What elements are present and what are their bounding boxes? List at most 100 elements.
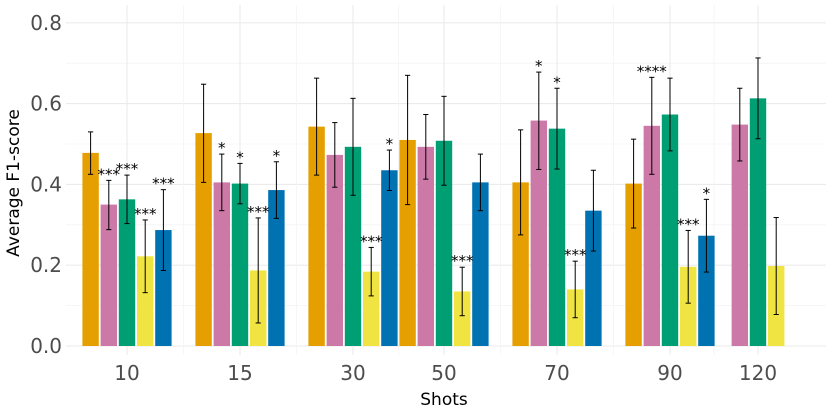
y-tick-label: 0.2	[30, 253, 62, 277]
x-tick-label: 120	[739, 361, 777, 385]
error-bar-70-s2	[536, 71, 542, 170]
bar-70-s2	[530, 120, 547, 346]
error-bars	[88, 57, 779, 324]
error-bar-70-s5	[590, 169, 596, 252]
significance-label: *	[236, 148, 244, 166]
significance-label: ***	[152, 175, 175, 193]
x-axis-ticks: 10 15 30 50 70 90 120	[114, 361, 777, 385]
significance-label: ***	[451, 252, 474, 270]
significance-label: *	[218, 139, 226, 157]
bar-50-s3	[435, 140, 453, 346]
y-tick-label: 0.0	[30, 334, 62, 358]
bar-70-s3	[548, 128, 566, 346]
error-bar-50-s4	[459, 266, 465, 317]
error-bar-30-s5	[386, 149, 392, 191]
error-bar-70-s3	[554, 87, 560, 170]
bar-10-s5	[155, 230, 172, 346]
bar-10-s4	[137, 256, 154, 346]
error-bar-50-s1	[405, 74, 411, 206]
significance-label: *	[553, 73, 561, 91]
significance-labels: **************************************	[98, 57, 711, 270]
error-bar-10-s4	[142, 219, 148, 294]
significance-label: ***	[677, 215, 700, 233]
error-bar-50-s3	[441, 95, 447, 186]
significance-label: *	[273, 147, 281, 165]
x-tick-label: 30	[340, 361, 365, 385]
y-tick-label: 0.4	[30, 172, 62, 196]
error-bar-90-s2	[649, 76, 655, 175]
error-bar-70-s1	[518, 129, 524, 236]
y-axis-title: Average F1-score	[4, 109, 24, 257]
error-bar-10-s2	[106, 179, 112, 231]
error-bar-120-s4	[773, 217, 779, 315]
bar-10-s1	[82, 152, 99, 346]
error-bar-90-s4	[685, 229, 691, 304]
error-bar-120-s2	[737, 87, 743, 162]
error-bar-15-s2	[219, 153, 225, 212]
bar-90-s5	[698, 235, 715, 346]
significance-label: *	[386, 135, 394, 153]
significance-label: ***	[116, 160, 139, 178]
error-bar-30-s2	[332, 122, 338, 188]
bar-90-s3	[661, 114, 679, 346]
significance-label: ***	[564, 246, 587, 264]
bar-15-s2	[213, 182, 230, 346]
bar-30-s3	[344, 146, 362, 346]
bar-30-s1	[308, 126, 325, 346]
error-bar-30-s4	[368, 246, 374, 297]
error-bar-15-s3	[237, 162, 243, 205]
x-tick-label: 90	[657, 361, 682, 385]
bar-70-s1	[512, 182, 529, 346]
error-bar-30-s1	[314, 77, 320, 176]
error-bar-15-s1	[201, 83, 207, 183]
x-tick-label: 70	[544, 361, 569, 385]
error-bar-15-s5	[273, 161, 279, 219]
bar-10-s3	[118, 199, 136, 346]
bar-90-s1	[625, 183, 642, 346]
y-tick-label: 0.8	[30, 11, 62, 35]
significance-label: ***	[247, 203, 270, 221]
y-axis-ticks: 0.0 0.2 0.4 0.6 0.8	[30, 11, 62, 358]
bar-50-s4	[454, 291, 471, 346]
bar-90-s2	[643, 125, 660, 346]
x-tick-label: 10	[114, 361, 139, 385]
bar-15-s1	[195, 133, 212, 346]
error-bar-90-s3	[667, 77, 673, 152]
bar-120-s2	[731, 124, 748, 346]
error-bar-120-s3	[755, 57, 761, 140]
error-bar-30-s3	[350, 97, 356, 196]
bars	[82, 98, 785, 346]
error-bar-50-s2	[423, 114, 429, 180]
error-bar-10-s5	[160, 189, 166, 271]
significance-label: ****	[637, 62, 668, 80]
significance-label: *	[535, 57, 543, 75]
error-bar-10-s3	[124, 174, 130, 225]
y-tick-label: 0.6	[30, 92, 62, 116]
bar-120-s3	[749, 98, 767, 346]
bar-10-s2	[100, 204, 117, 346]
bar-15-s3	[231, 183, 249, 346]
error-bar-90-s5	[703, 198, 709, 273]
x-tick-label: 15	[227, 361, 252, 385]
error-bar-10-s1	[88, 131, 94, 175]
bar-30-s5	[381, 170, 398, 346]
error-bar-70-s4	[572, 260, 578, 319]
bar-70-s5	[585, 210, 602, 346]
significance-label: ***	[360, 232, 383, 250]
significance-label: *	[703, 184, 711, 202]
significance-label: ***	[98, 165, 121, 183]
x-axis-title: Shots	[420, 390, 468, 410]
bar-90-s4	[680, 266, 697, 346]
error-bar-50-s5	[477, 153, 483, 212]
bar-30-s2	[326, 154, 343, 346]
significance-label: ***	[134, 205, 157, 223]
error-bar-15-s4	[255, 217, 261, 324]
bar-15-s5	[268, 190, 285, 346]
bar-30-s4	[363, 271, 380, 346]
bar-50-s1	[399, 139, 416, 346]
error-bar-90-s1	[631, 138, 637, 229]
x-tick-label: 50	[431, 361, 456, 385]
bar-50-s5	[472, 182, 489, 346]
bar-50-s2	[417, 146, 434, 346]
